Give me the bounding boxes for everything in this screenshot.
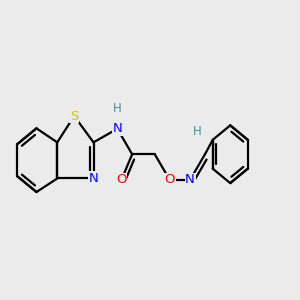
Text: H: H: [113, 102, 122, 115]
Text: H: H: [193, 125, 202, 138]
Text: N: N: [89, 172, 98, 185]
Text: N: N: [112, 122, 122, 135]
Text: N: N: [185, 173, 195, 186]
Text: S: S: [70, 110, 78, 122]
Text: O: O: [164, 173, 175, 186]
Text: O: O: [116, 173, 127, 186]
